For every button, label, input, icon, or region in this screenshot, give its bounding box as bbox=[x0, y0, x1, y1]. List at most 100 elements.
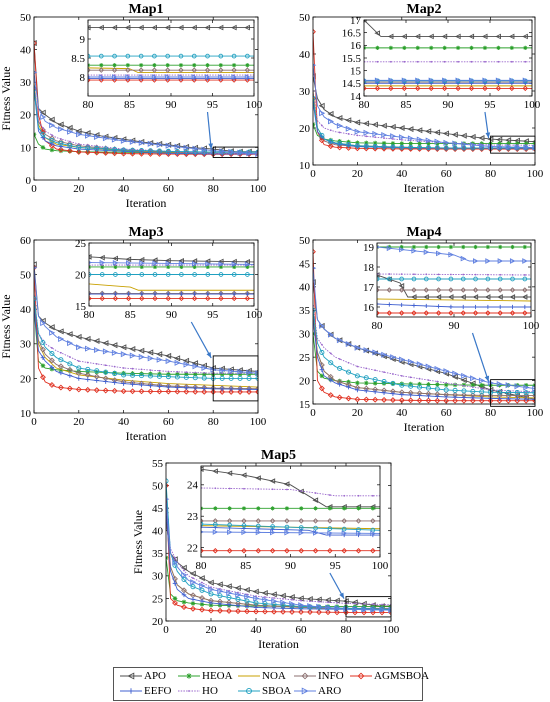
map1-inset: 80 85 90 95 100 8 8.5 9 bbox=[71, 19, 263, 111]
map1-inset-series-heoa-point bbox=[125, 63, 130, 68]
map4-series-ho-point bbox=[347, 361, 350, 364]
map4-inset-series-eefo-point bbox=[498, 304, 503, 310]
map5-series-sboa-point bbox=[253, 600, 259, 606]
map3-series-aro-point bbox=[255, 370, 258, 377]
map2-series-aro-point bbox=[399, 134, 406, 141]
map2-series-apo-point bbox=[318, 102, 325, 109]
map4-series-eefo-point bbox=[319, 367, 325, 372]
map2-series-group bbox=[313, 28, 535, 153]
map4-series-heoa-point bbox=[337, 378, 342, 384]
map5-series-agmsboa-point bbox=[199, 606, 205, 613]
map5-inset-series-sboa-point bbox=[327, 526, 333, 531]
map3-inset-series-agmsboa-point bbox=[165, 295, 171, 302]
map4-inset-series-aro-point bbox=[473, 258, 479, 264]
map3-series-eefo-point bbox=[157, 384, 162, 389]
map3-inset-series-eefo-point bbox=[152, 291, 158, 297]
map3-series-apo-point bbox=[147, 349, 154, 356]
map1-inset-series-aro-point bbox=[191, 74, 198, 80]
map2-inset-series-eefo-point bbox=[429, 81, 434, 86]
map3-series-agmsboa-point bbox=[174, 388, 181, 395]
map3-series-apo-point bbox=[236, 367, 243, 374]
map1-series-sboa-point bbox=[165, 148, 171, 154]
map5-inset-series-apo-point bbox=[312, 497, 319, 504]
map4-series-aro-point bbox=[470, 375, 477, 382]
map3-inset-series-eefo-point bbox=[126, 291, 131, 297]
map2-inset-x-tick-label: 95 bbox=[485, 99, 497, 111]
map2-series-sboa-point bbox=[313, 95, 316, 101]
map5-series-aro-point bbox=[226, 589, 233, 597]
map3-series-agmsboa-point bbox=[219, 388, 226, 395]
map5-inset-x-tick-label: 80 bbox=[196, 560, 208, 572]
map4-inset-series-heoa-point bbox=[473, 244, 478, 250]
map1-inset-series-sboa-point bbox=[231, 53, 237, 59]
map4-series-ho-point bbox=[374, 369, 377, 372]
map5-inset-series-agmsboa-point bbox=[284, 547, 290, 554]
map5-y-tick-label: 20 bbox=[152, 616, 164, 628]
map2-x-tick-label: 100 bbox=[527, 168, 544, 180]
map4-inset-y-tick-label: 16 bbox=[363, 302, 375, 314]
map1-inset-series-heoa-point bbox=[205, 63, 210, 68]
map5-series-apo-point bbox=[279, 592, 286, 599]
map1-series-sboa-point bbox=[67, 142, 73, 148]
map3-inset-series-agmsboa-point bbox=[218, 295, 224, 302]
map3-inset-series-aro-point bbox=[139, 260, 145, 266]
map4-inset-series-info-point bbox=[485, 287, 491, 293]
map2-series-aro-point bbox=[443, 139, 450, 146]
map4-inset-series-ho-line bbox=[377, 273, 531, 276]
map5-inset-series-heoa-point bbox=[284, 506, 290, 511]
map5-series-aro-point bbox=[307, 602, 314, 610]
map4-inset-series-aro-point bbox=[509, 258, 516, 264]
map3-series-ho-point bbox=[149, 369, 152, 371]
map3-series-eefo-point bbox=[219, 386, 225, 392]
map1-series-agmsboa-point bbox=[138, 150, 145, 157]
map3-series-sboa-point bbox=[94, 368, 100, 374]
map2-inset-series-agmsboa-point bbox=[388, 85, 394, 92]
map4-inset-series-sboa-point bbox=[497, 276, 503, 282]
map3-series-ho-point bbox=[140, 368, 143, 371]
map5-series-aro-point bbox=[316, 603, 323, 610]
legend-marker-ho bbox=[188, 690, 190, 692]
map2-series-agmsboa-point bbox=[318, 137, 325, 144]
map5-inset-series-agmsboa-point bbox=[241, 547, 247, 554]
map5-series-aro-point bbox=[271, 598, 278, 605]
map2-series-heoa-point bbox=[399, 141, 405, 146]
map4-series-agmsboa-point bbox=[461, 397, 467, 404]
map5-series-aro-point bbox=[208, 586, 215, 593]
map5-inset: 80 85 90 95 100 22 23 24 bbox=[187, 465, 389, 572]
map2-inset-series-agmsboa-point bbox=[374, 85, 381, 92]
map1-inset-series-sboa-point bbox=[125, 53, 131, 59]
map3-series-ho-point bbox=[131, 367, 134, 370]
map1-inset-series-sboa-point bbox=[112, 53, 117, 59]
map4-inset-series-apo-point bbox=[484, 294, 491, 300]
map5-x-tick-label: 100 bbox=[383, 624, 400, 636]
map4-inset-series-info-point bbox=[377, 287, 380, 293]
map4-series-agmsboa-point bbox=[389, 397, 396, 404]
map5-inset-series-sboa-point bbox=[298, 525, 304, 530]
map3-inset-series-eefo-point bbox=[139, 291, 144, 297]
map3-series-eefo-point bbox=[58, 370, 64, 376]
map3-x-tick-label: 0 bbox=[31, 416, 37, 428]
map1-series-sboa-point bbox=[94, 145, 100, 151]
map4-series-eefo-point bbox=[390, 391, 396, 396]
map5-series-aro-point bbox=[199, 582, 206, 589]
map4-x-tick-label: 40 bbox=[396, 407, 408, 419]
map3-series-apo-point bbox=[75, 333, 82, 340]
map4-inset-series-apo-point bbox=[410, 294, 417, 300]
map4-inset-series-apo-point bbox=[509, 294, 516, 300]
legend-swatch-noa bbox=[238, 675, 260, 677]
map3-series-agmsboa-point bbox=[165, 388, 172, 395]
map1-inset-series-aro-point bbox=[231, 74, 238, 80]
map3-series-ho-point bbox=[221, 372, 224, 375]
map3-series-agmsboa-point bbox=[111, 387, 118, 394]
map1-series-ho-point bbox=[51, 134, 53, 136]
map1-series-aro-point bbox=[192, 145, 199, 152]
map4-series-aro-point bbox=[532, 385, 535, 392]
map2-series-sboa-point bbox=[345, 142, 352, 148]
legend-swatch-eefo bbox=[120, 688, 142, 694]
map5-series-apo-point bbox=[297, 595, 304, 602]
map5-series-agmsboa-point bbox=[226, 608, 232, 614]
map1-series-agmsboa-point bbox=[57, 146, 64, 153]
map3-inset-series-agmsboa-point bbox=[231, 295, 237, 302]
map5-x-tick-label: 20 bbox=[206, 624, 218, 636]
map2-series-aro-point bbox=[381, 132, 388, 139]
